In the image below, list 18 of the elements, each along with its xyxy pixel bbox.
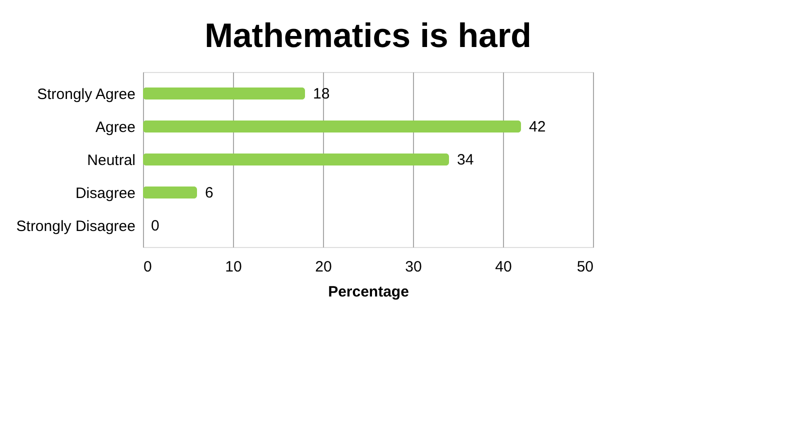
x-tick-label: 30 — [405, 258, 422, 276]
x-axis-title: Percentage — [328, 284, 409, 300]
y-tick-label: Agree — [95, 119, 136, 136]
y-tick-label: Strongly Disagree — [16, 218, 136, 235]
x-tick-label: 40 — [495, 258, 512, 276]
y-tick-label: Neutral — [87, 152, 136, 169]
y-tick-label: Strongly Agree — [37, 86, 136, 103]
x-tick-label: 10 — [225, 258, 242, 276]
x-tick-label: 20 — [315, 258, 332, 276]
data-label: 0 — [151, 218, 160, 234]
chart-title: Mathematics is hard — [204, 17, 532, 55]
y-tick-label: Disagree — [75, 185, 136, 202]
data-label: 42 — [529, 118, 546, 136]
x-tick-label: 0 — [144, 258, 152, 276]
data-label: 6 — [205, 184, 214, 202]
x-tick-label: 50 — [576, 258, 594, 276]
data-label: 34 — [457, 152, 474, 168]
data-label: 18 — [313, 86, 330, 102]
